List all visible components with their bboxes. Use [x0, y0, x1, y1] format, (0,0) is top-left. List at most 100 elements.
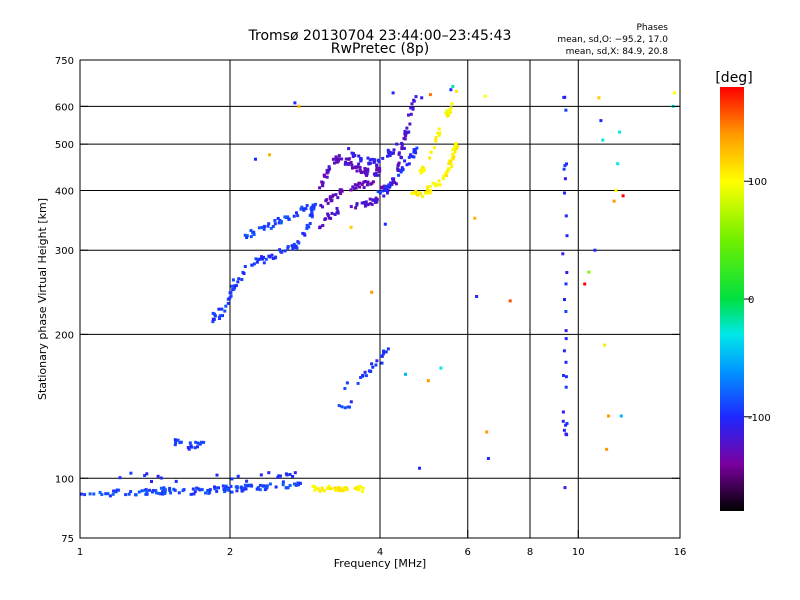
data-point: [358, 485, 362, 489]
colorbar-ticks: 100 0 -100: [744, 177, 771, 424]
data-point: [353, 486, 357, 490]
data-point: [215, 489, 219, 493]
x-tick-label: 6: [465, 547, 471, 558]
data-point: [377, 160, 381, 164]
data-point: [362, 186, 366, 189]
data-point: [376, 173, 380, 177]
data-point: [382, 349, 385, 353]
data-point: [127, 492, 131, 496]
data-point: [375, 168, 379, 172]
data-point: [449, 159, 453, 163]
data-point: [249, 235, 253, 239]
data-point: [432, 146, 436, 150]
data-point: [407, 155, 411, 159]
data-point: [475, 295, 479, 298]
data-point: [359, 159, 363, 163]
data-point: [333, 213, 337, 216]
data-point: [370, 290, 374, 294]
data-point: [369, 182, 373, 186]
data-point: [390, 183, 394, 186]
data-point: [168, 486, 172, 490]
data-point: [380, 361, 384, 365]
data-point: [374, 196, 378, 200]
data-point: [363, 169, 367, 172]
data-point: [286, 486, 290, 490]
data-point: [417, 191, 421, 195]
data-point: [370, 202, 374, 206]
data-point: [428, 156, 432, 160]
data-point: [322, 489, 326, 493]
data-point: [304, 207, 308, 211]
data-point: [378, 191, 382, 195]
data-point: [442, 174, 446, 178]
data-point: [196, 441, 200, 445]
data-point: [407, 162, 411, 166]
data-point: [368, 197, 372, 201]
data-point: [384, 185, 388, 189]
data-point: [439, 366, 443, 370]
data-point: [281, 480, 285, 484]
data-point: [284, 472, 288, 476]
data-point: [364, 374, 368, 378]
data-point: [428, 191, 432, 195]
data-point: [445, 109, 449, 113]
data-point: [356, 381, 360, 385]
data-point: [270, 253, 274, 257]
data-point: [358, 169, 362, 172]
data-point: [310, 215, 314, 219]
data-point: [621, 194, 625, 198]
data-point: [381, 156, 385, 160]
data-point: [409, 106, 413, 110]
data-point: [400, 156, 403, 160]
data-point: [246, 484, 250, 488]
data-point: [311, 203, 315, 207]
data-point: [212, 317, 216, 321]
data-point: [564, 108, 568, 112]
data-point: [271, 225, 275, 228]
data-point: [213, 485, 216, 489]
data-point: [297, 241, 301, 245]
data-point: [267, 471, 271, 475]
data-point: [414, 151, 418, 155]
colorbar: [deg] 100 0 -100: [715, 70, 771, 511]
x-tick-label: 8: [527, 547, 533, 558]
data-point: [383, 222, 387, 226]
data-point: [388, 185, 392, 189]
x-tick-labels: 1 2 4 6 8 10 16: [77, 547, 687, 558]
data-point: [262, 255, 265, 259]
data-point: [446, 167, 450, 171]
data-point: [365, 172, 369, 176]
data-point: [236, 280, 240, 284]
data-point: [583, 282, 587, 286]
data-point: [161, 490, 165, 494]
data-point: [258, 483, 262, 487]
data-point: [562, 349, 566, 353]
data-point: [382, 352, 385, 356]
data-point: [404, 132, 408, 136]
data-point: [564, 329, 568, 333]
data-point: [236, 474, 240, 478]
data-point: [385, 188, 389, 192]
data-point: [291, 475, 295, 478]
data-point: [190, 445, 194, 449]
data-point: [213, 487, 217, 491]
data-point: [273, 256, 277, 260]
data-point: [326, 201, 330, 205]
y-tick-labels: 75 100 200 300 400 500 600 750: [55, 56, 74, 545]
data-point: [593, 248, 597, 252]
data-point: [314, 202, 317, 206]
data-point: [340, 405, 344, 409]
data-point: [79, 492, 83, 496]
data-point: [161, 492, 165, 496]
data-point: [473, 216, 477, 220]
data-point: [453, 150, 457, 154]
data-point: [327, 165, 331, 169]
data-point: [278, 248, 282, 252]
data-point: [177, 491, 181, 495]
data-point: [242, 272, 246, 275]
data-point: [485, 430, 489, 434]
data-point: [448, 110, 452, 114]
data-point: [328, 196, 332, 200]
data-point: [286, 245, 290, 248]
data-point: [204, 491, 207, 495]
